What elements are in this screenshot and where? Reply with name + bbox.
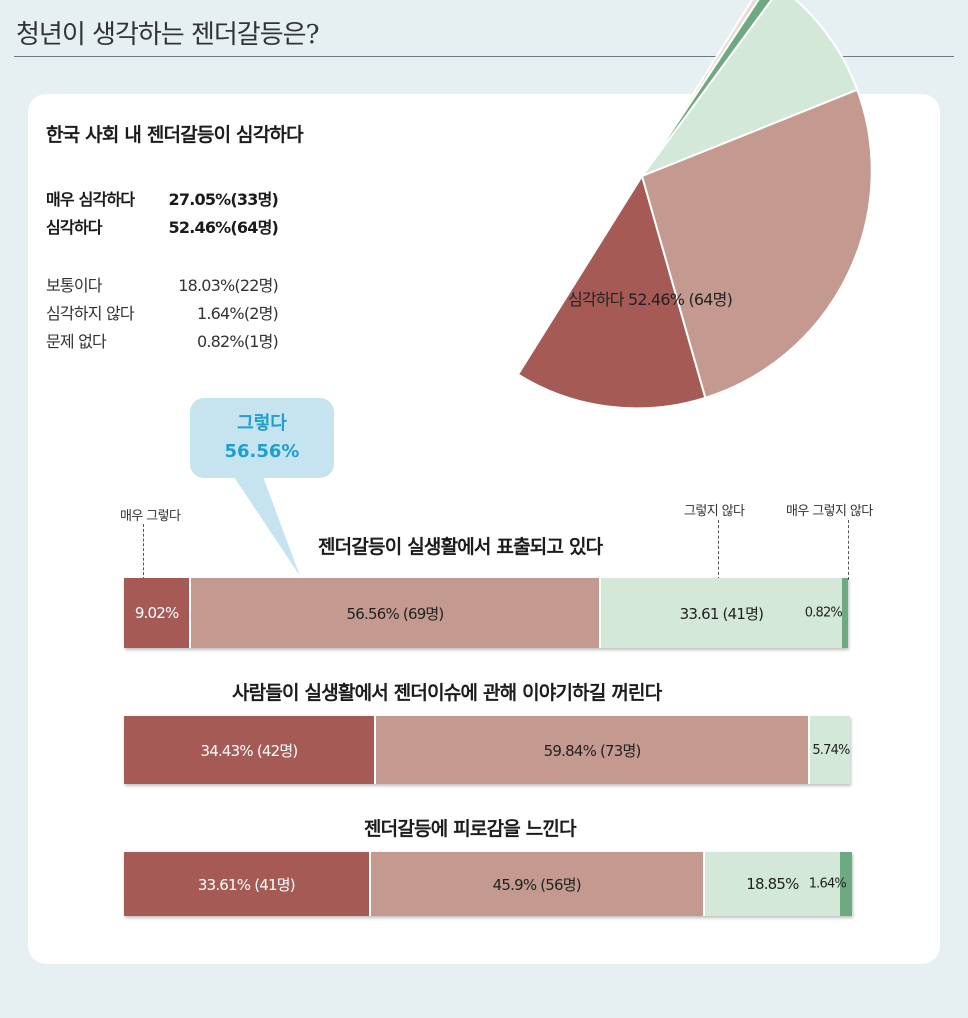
segment-label: 59.84% (73명) [543, 741, 642, 760]
segment-very-agree: 33.61% (41명) [124, 852, 369, 916]
legend-row-normal: 보통이다 18.03%(22명) [46, 272, 279, 296]
segment-label: 33.61% (41명) [197, 875, 296, 894]
leader-line-very-agree [143, 524, 144, 580]
segment-label: 45.9% (56명) [492, 875, 582, 894]
legend-label: 심각하다 [46, 218, 102, 237]
segment-very-disagree [842, 578, 848, 648]
callout-label: 그렇다 [237, 413, 287, 434]
segment-label: 18.85% [746, 875, 799, 893]
page-title: 청년이 생각하는 젠더갈등은? [16, 20, 320, 50]
legend-label: 문제 없다 [46, 332, 107, 351]
pie-label-name: 매우 심각하다 [428, 202, 517, 221]
segment-very-agree: 34.43% (42명) [124, 716, 374, 784]
legend-label: 심각하지 않다 [46, 304, 135, 323]
legend-row-no-problem: 문제 없다 0.82%(1명) [46, 328, 279, 352]
pie-chart-title: 한국 사회 내 젠더갈등이 심각하다 [46, 124, 304, 146]
legend-value: 52.46%(64명) [168, 218, 279, 237]
segment-label: 9.02% [134, 604, 179, 622]
segment-disagree: 18.85% [702, 852, 841, 916]
stacked-bar-row-1: 9.02% 56.56% (69명) 33.61 (41명) 0.82% [124, 578, 848, 648]
legend-row-serious: 심각하다 52.46%(64명) [46, 214, 279, 238]
category-label-very-disagree: 매우 그렇지 않다 [786, 504, 873, 519]
leader-line-very-disagree [848, 520, 849, 580]
pie-label-very-serious: 매우 심각하다 27.05% (33명) [420, 200, 525, 246]
callout-value: 56.56% [224, 441, 300, 462]
legend-label: 보통이다 [46, 276, 102, 295]
segment-disagree: 33.61 (41명) [598, 578, 843, 648]
title-divider [14, 56, 954, 57]
segment-label: 56.56% (69명) [346, 604, 445, 623]
legend-value: 18.03%(22명) [178, 276, 279, 295]
category-label-disagree: 그렇지 않다 [684, 504, 745, 519]
pie-label-serious: 심각하다 52.46% (64명) [568, 288, 733, 311]
pie-label-name: 심각하다 [568, 290, 624, 309]
stacked-bar-row-2: 34.43% (42명) 59.84% (73명) 5.74% [124, 716, 850, 784]
bar-title-row-3: 젠더갈등에 피로감을 느낀다 [364, 818, 577, 840]
pie-label-value: 52.46% (64명) [627, 290, 733, 309]
stacked-bar-row-3: 33.61% (41명) 45.9% (56명) 18.85% 1.64% [124, 852, 852, 916]
pie-label-value: 27.05% (33명) [420, 225, 525, 244]
legend-value: 0.82%(1명) [196, 332, 279, 351]
segment-very-agree: 9.02% [124, 578, 190, 648]
bar-title-row-2: 사람들이 실생활에서 젠더이슈에 관해 이야기하길 꺼린다 [232, 682, 662, 704]
segment-label: 1.64% [808, 876, 847, 892]
segment-agree: 59.84% (73명) [373, 716, 809, 784]
segment-label: 0.82% [804, 605, 843, 621]
legend-value: 1.64%(2명) [196, 304, 279, 323]
legend-label: 매우 심각하다 [46, 190, 135, 209]
callout-bubble: 그렇다 56.56% [190, 398, 334, 478]
segment-label: 33.61 (41명) [679, 604, 764, 623]
segment-very-disagree [840, 852, 852, 916]
legend-row-not-serious: 심각하지 않다 1.64%(2명) [46, 300, 279, 324]
segment-disagree: 5.74% [808, 716, 850, 784]
segment-label: 5.74% [812, 742, 850, 758]
segment-agree: 56.56% (69명) [189, 578, 599, 648]
segment-label: 34.43% (42명) [200, 741, 298, 760]
bar-title-row-1: 젠더갈등이 실생활에서 표출되고 있다 [318, 536, 603, 558]
leader-line-disagree [718, 520, 719, 580]
legend-row-very-serious: 매우 심각하다 27.05%(33명) [46, 186, 279, 210]
segment-agree: 45.9% (56명) [368, 852, 703, 916]
category-label-very-agree: 매우 그렇다 [120, 509, 181, 524]
legend-value: 27.05%(33명) [168, 190, 279, 209]
